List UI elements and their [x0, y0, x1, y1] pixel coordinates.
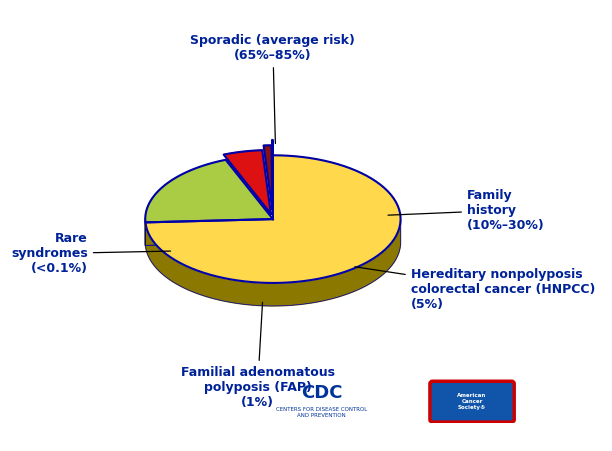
Polygon shape: [146, 219, 273, 245]
Text: Familial adenomatous
polyposis (FAP)
(1%): Familial adenomatous polyposis (FAP) (1%…: [181, 302, 335, 409]
Polygon shape: [146, 155, 400, 283]
Text: Sporadic (average risk)
(65%–85%): Sporadic (average risk) (65%–85%): [190, 34, 356, 143]
Polygon shape: [264, 145, 272, 209]
Polygon shape: [272, 140, 273, 204]
FancyBboxPatch shape: [430, 381, 514, 422]
Text: CDC: CDC: [300, 384, 342, 402]
Text: CENTERS FOR DISEASE CONTROL
AND PREVENTION: CENTERS FOR DISEASE CONTROL AND PREVENTI…: [276, 407, 367, 418]
Text: American
Cancer
Society®: American Cancer Society®: [457, 393, 487, 410]
Polygon shape: [146, 219, 273, 245]
Polygon shape: [223, 150, 271, 214]
Text: Hereditary nonpolyposis
colorectal cancer (HNPCC)
(5%): Hereditary nonpolyposis colorectal cance…: [355, 267, 595, 311]
Polygon shape: [146, 221, 400, 306]
Polygon shape: [145, 160, 273, 222]
Text: Family
history
(10%–30%): Family history (10%–30%): [388, 189, 545, 232]
Text: Rare
syndromes
(<0.1%): Rare syndromes (<0.1%): [11, 232, 171, 275]
